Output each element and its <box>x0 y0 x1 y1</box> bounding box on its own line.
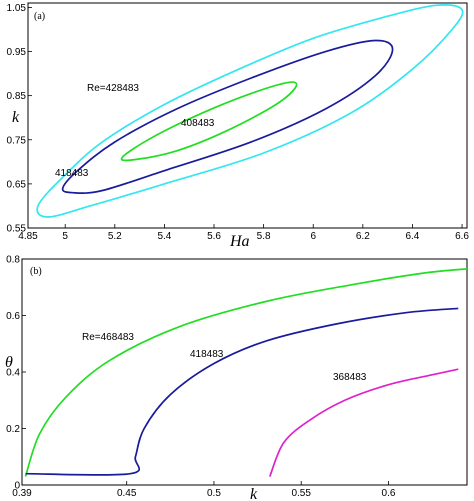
panel-b-label: (b) <box>30 266 42 277</box>
panel-a-label: (a) <box>34 11 45 22</box>
panel-b-y-tick-label: 0.4 <box>6 368 20 379</box>
panel-a-x-tick-label: 5.2 <box>108 231 122 242</box>
panel-b-series-368483 <box>269 368 459 477</box>
panel-b-x-tick-label: 0.6 <box>382 488 396 499</box>
panel-a-x-tick-label: 6 <box>310 231 316 242</box>
panel-a-ticks: 4.85 5 5.2 5.4 5.6 5.8 6 6.2 6.4 6.6 0.55 0.65 0.75 0… <box>7 3 470 242</box>
panel-a-plot-area <box>36 4 464 218</box>
annotation-re-468483: Re=468483 <box>82 332 134 343</box>
panel-b-x-tick-label: 0.5 <box>207 488 221 499</box>
panel-b-y-axis-label: θ <box>5 354 13 371</box>
annotation-418483-b: 418483 <box>190 349 224 360</box>
panel-a-x-tick-label: 5.8 <box>257 231 271 242</box>
panel-a-y-tick-label: 0.55 <box>7 224 27 235</box>
panel-a-y-tick-label: 0.95 <box>7 47 27 58</box>
panel-b-chart: 0.39 0.45 0.5 0.55 0.600.20.40.60.8 (b) k θ … <box>5 255 468 501</box>
panel-b-x-tick-label: 0.39 <box>12 488 32 499</box>
panel-b-series-418483 <box>25 307 459 476</box>
panel-a-x-tick-label: 5.6 <box>207 231 221 242</box>
panel-a-plot-frame <box>27 2 468 229</box>
panel-a-x-axis-label: Ha <box>229 233 250 250</box>
panel-b-series-re-468483 <box>24 268 467 477</box>
panel-a-chart: 4.85 5 5.2 5.4 5.6 5.8 6 6.2 6.4 6.6 0.55 0.65 0.75 0… <box>7 2 470 250</box>
panel-a-series-408483 <box>120 81 298 162</box>
panel-b-ticks: 0.39 0.45 0.5 0.55 0.6 0 0.2 0.4 0.6 0.8 <box>6 255 396 500</box>
panel-a-y-tick-label: 0.65 <box>7 179 27 190</box>
panel-b-y-tick-label: 0.8 <box>6 255 20 266</box>
panel-a-x-tick-label: 6.4 <box>405 231 419 242</box>
panel-a-y-tick-label: 0.85 <box>7 91 27 102</box>
panel-b-y-tick-label: 0.6 <box>6 311 20 322</box>
annotation-418483-a: 418483 <box>55 168 89 179</box>
panel-a-x-tick-label: 4.85 <box>18 231 38 242</box>
panel-b-x-tick-label: 0.45 <box>117 488 137 499</box>
panel-a-y-tick-label: 1.05 <box>7 3 27 14</box>
annotation-368483: 368483 <box>333 372 367 383</box>
panel-b-plot-area <box>24 268 467 477</box>
annotation-408483: 408483 <box>181 118 215 129</box>
panel-a-series-re-428483 <box>36 4 464 218</box>
panel-a-y-axis-label: k <box>12 109 20 126</box>
panel-a-x-tick-label: 5.4 <box>157 231 171 242</box>
panel-a-x-tick-label: 6.6 <box>455 231 469 242</box>
panel-b-x-tick-label: 0.55 <box>291 488 311 499</box>
panel-b-y-tick-label: 0 <box>14 481 20 492</box>
panel-a-y-tick-label: 0.75 <box>7 135 27 146</box>
panel-b-y-tick-label: 0.2 <box>6 424 20 435</box>
panel-a-x-tick-label: 6.2 <box>356 231 370 242</box>
panel-b-plot-frame <box>21 258 468 486</box>
panel-b-x-axis-label: k <box>250 486 258 501</box>
annotation-re-428483: Re=428483 <box>87 83 139 94</box>
panel-a-series-418483 <box>61 39 394 194</box>
panel-a-x-tick-label: 5 <box>62 231 68 242</box>
